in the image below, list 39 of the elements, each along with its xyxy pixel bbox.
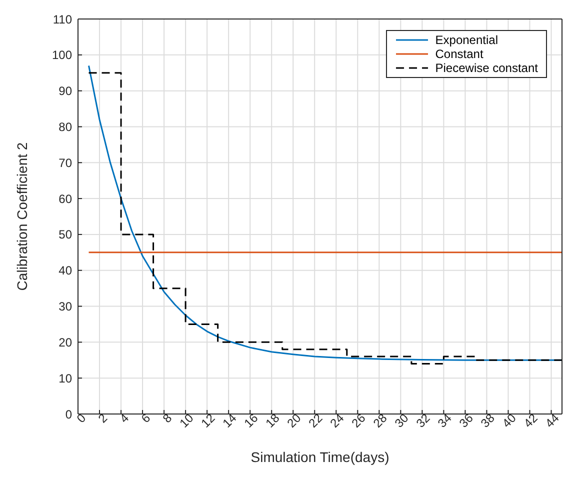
- x-tick-label: 24: [327, 410, 347, 430]
- x-tick-label: 8: [160, 410, 175, 426]
- legend-label: Exponential: [435, 33, 498, 47]
- x-tick-label: 18: [262, 410, 282, 430]
- x-tick-label: 0: [74, 410, 89, 426]
- legend-label: Piecewise constant: [435, 61, 538, 75]
- legend-label: Constant: [435, 47, 484, 61]
- x-tick-label: 14: [220, 410, 240, 430]
- x-tick-label: 4: [117, 410, 132, 426]
- x-tick-label: 22: [306, 410, 326, 430]
- x-tick-label: 42: [520, 410, 541, 430]
- x-tick-label: 44: [542, 410, 562, 430]
- x-tick-label: 20: [284, 410, 304, 430]
- x-tick-label: 32: [413, 410, 434, 430]
- x-tick-label: 34: [434, 410, 455, 430]
- x-tick-label: 6: [138, 410, 154, 426]
- x-tick-label: 40: [499, 410, 520, 430]
- x-tick-label: 26: [348, 410, 368, 430]
- x-tick-label: 12: [198, 410, 218, 430]
- y-tick-label: 90: [58, 84, 72, 98]
- y-tick-label: 60: [58, 192, 72, 206]
- x-tick-label: 28: [370, 410, 390, 430]
- y-tick-label: 20: [58, 335, 72, 350]
- y-tick-label: 80: [58, 120, 72, 134]
- x-tick-label: 30: [392, 410, 412, 430]
- y-tick-label: 40: [58, 264, 72, 278]
- x-axis-title: Simulation Time(days): [250, 449, 390, 465]
- y-tick-label: 70: [58, 156, 72, 170]
- x-tick-label: 10: [176, 410, 196, 430]
- y-tick-label: 110: [52, 12, 72, 26]
- y-tick-label: 30: [58, 300, 72, 314]
- y-tick-label: 100: [52, 48, 72, 62]
- x-tick-label: 16: [241, 410, 261, 430]
- y-axis-title: Calibration Coefficient 2: [14, 142, 30, 291]
- x-tick-label: 38: [478, 410, 498, 430]
- y-tick-label: 50: [58, 228, 72, 242]
- x-tick-label: 2: [95, 410, 110, 426]
- y-tick-label: 10: [58, 371, 72, 386]
- x-tick-label: 36: [456, 410, 476, 430]
